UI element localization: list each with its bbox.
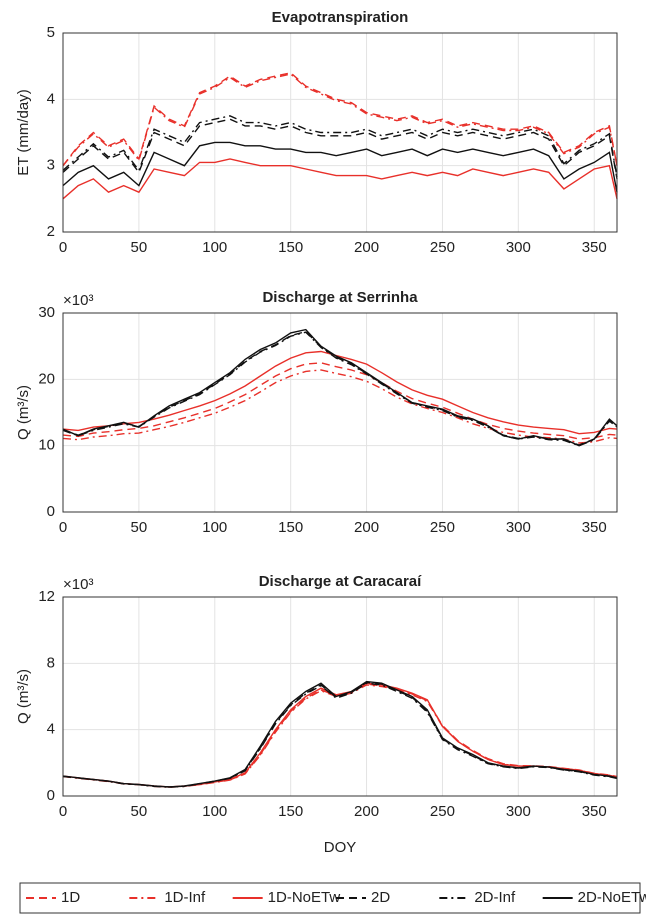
x-tick-label: 200 bbox=[354, 803, 379, 820]
x-tick-label: 50 bbox=[131, 519, 148, 536]
x-tick-label: 50 bbox=[131, 239, 148, 256]
legend-label: 2D bbox=[371, 889, 390, 906]
x-tick-label: 150 bbox=[278, 519, 303, 536]
y-tick-label: 5 bbox=[47, 24, 55, 41]
series-line bbox=[62, 350, 618, 435]
series-line bbox=[62, 331, 618, 447]
series-line bbox=[62, 328, 618, 447]
x-tick-label: 300 bbox=[506, 239, 531, 256]
plot-frame bbox=[62, 312, 618, 513]
series-line bbox=[62, 115, 618, 178]
series-line bbox=[62, 362, 618, 440]
plot-area bbox=[63, 313, 617, 512]
chart-title: Discharge at Caracaraí bbox=[259, 573, 422, 590]
x-tick-label: 150 bbox=[278, 239, 303, 256]
y-tick-label: 4 bbox=[47, 90, 55, 107]
y-multiplier: ×10³ bbox=[63, 292, 93, 309]
plot-frame bbox=[62, 596, 618, 797]
x-tick-label: 300 bbox=[506, 519, 531, 536]
legend-label: 1D-NoETw bbox=[268, 889, 341, 906]
x-tick-label: 0 bbox=[59, 803, 67, 820]
series-line bbox=[62, 158, 618, 200]
x-tick-label: 350 bbox=[582, 519, 607, 536]
chart-title: Evapotranspiration bbox=[272, 9, 409, 26]
y-tick-label: 0 bbox=[47, 503, 55, 520]
legend-box bbox=[19, 882, 641, 914]
x-tick-label: 300 bbox=[506, 803, 531, 820]
legend-label: 2D-NoETw bbox=[578, 889, 646, 906]
x-tick-label: 200 bbox=[354, 239, 379, 256]
x-tick-label: 200 bbox=[354, 519, 379, 536]
series-line bbox=[62, 73, 618, 167]
series-line bbox=[62, 72, 618, 167]
x-tick-label: 250 bbox=[430, 803, 455, 820]
y-axis-label: Q (m³/s) bbox=[15, 669, 32, 724]
legend-label: 2D-Inf bbox=[474, 889, 516, 906]
y-tick-label: 30 bbox=[38, 304, 55, 321]
x-tick-label: 250 bbox=[430, 239, 455, 256]
series-line bbox=[62, 141, 618, 193]
y-tick-label: 12 bbox=[38, 588, 55, 605]
y-multiplier: ×10³ bbox=[63, 576, 93, 593]
x-tick-label: 350 bbox=[582, 803, 607, 820]
x-tick-label: 100 bbox=[202, 239, 227, 256]
y-axis-label: ET (mm/day) bbox=[15, 89, 32, 175]
y-tick-label: 2 bbox=[47, 223, 55, 240]
x-tick-label: 100 bbox=[202, 803, 227, 820]
y-tick-label: 8 bbox=[47, 654, 55, 671]
y-tick-label: 4 bbox=[47, 721, 55, 738]
x-tick-label: 50 bbox=[131, 803, 148, 820]
y-axis-label: Q (m³/s) bbox=[15, 385, 32, 440]
y-tick-label: 20 bbox=[38, 370, 55, 387]
y-tick-label: 10 bbox=[38, 437, 55, 454]
chart-title: Discharge at Serrinha bbox=[262, 289, 418, 306]
y-tick-label: 3 bbox=[47, 157, 55, 174]
series-line bbox=[62, 680, 618, 788]
legend-label: 1D bbox=[61, 889, 80, 906]
plot-frame bbox=[62, 32, 618, 233]
x-tick-label: 100 bbox=[202, 519, 227, 536]
legend-label: 1D-Inf bbox=[164, 889, 206, 906]
x-tick-label: 150 bbox=[278, 803, 303, 820]
x-tick-label: 350 bbox=[582, 239, 607, 256]
x-tick-label: 0 bbox=[59, 519, 67, 536]
x-tick-label: 250 bbox=[430, 519, 455, 536]
series-line bbox=[62, 118, 618, 180]
x-axis-label: DOY bbox=[324, 839, 357, 856]
y-tick-label: 0 bbox=[47, 787, 55, 804]
x-tick-label: 0 bbox=[59, 239, 67, 256]
